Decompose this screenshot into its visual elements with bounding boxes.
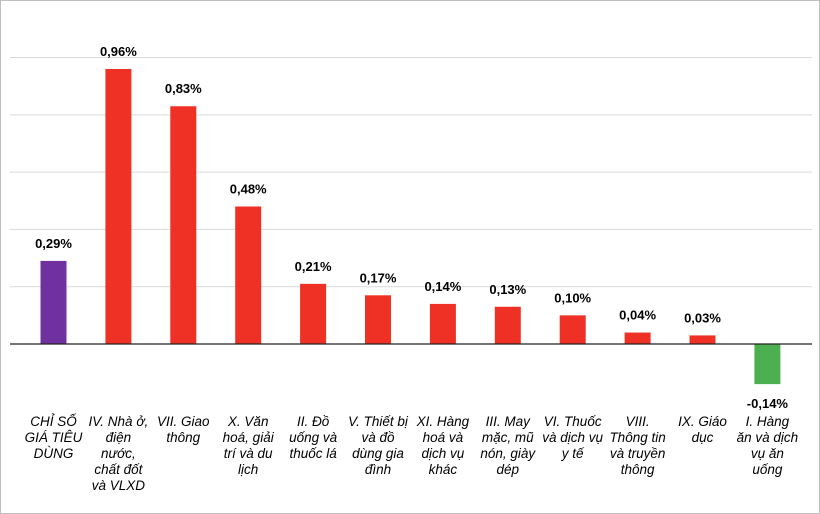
bar-3 [170, 106, 197, 344]
data-label-1: 0,29% [35, 236, 72, 251]
data-label-6: 0,17% [360, 270, 397, 285]
category-label-10: VIII. Thông tin và truyền thông [609, 414, 666, 477]
data-label-9: 0,10% [554, 290, 591, 305]
bar-4 [235, 206, 262, 344]
bar-1 [40, 260, 67, 344]
gridlines [10, 57, 812, 288]
category-label-3: VII. Giao thông [157, 414, 210, 445]
bar-10 [624, 332, 651, 344]
category-label-1: CHỈ SỐ GIÁ TIÊU DÙNG [24, 414, 83, 461]
bar-8 [494, 306, 521, 344]
bar-5 [300, 283, 327, 344]
data-label-4: 0,48% [230, 182, 267, 197]
bar-7 [429, 303, 456, 344]
data-labels: 0,29% 0,96% 0,83% 0,48% 0,21% 0,17% 0,14% 0,13%… [35, 44, 788, 411]
data-label-11: 0,03% [684, 310, 721, 325]
category-label-11: IX. Giáo dục [678, 414, 727, 445]
bars [40, 69, 781, 385]
data-label-2: 0,96% [100, 44, 137, 59]
bar-2 [105, 69, 132, 344]
data-label-12: -0,14% [747, 396, 789, 411]
data-label-8: 0,13% [489, 282, 526, 297]
category-label-12: I. Hàng ăn và dịch vụ ăn uống [736, 414, 799, 477]
category-label-2: IV. Nhà ở, điện nước, chất đốt và VLXD [88, 414, 149, 493]
data-label-3: 0,83% [165, 81, 202, 96]
category-label-5: II. Đồ uống và thuốc lá [289, 414, 338, 461]
data-label-7: 0,14% [424, 279, 461, 294]
category-label-9: VI. Thuốc và dịch vụ y tế [542, 414, 604, 461]
bar-12 [754, 344, 781, 385]
bar-6 [365, 295, 391, 344]
bar-9 [559, 315, 586, 344]
category-label-6: V. Thiết bị và đồ dùng gia đình [348, 414, 408, 477]
data-label-5: 0,21% [295, 259, 332, 274]
category-label-4: X. Văn hoá, giải trí và du lịch [222, 414, 274, 477]
category-label-8: III. May mặc, mũ nón, giày dép [480, 414, 536, 477]
category-label-7: XI. Hàng hoá và dịch vụ khác [416, 414, 470, 477]
bar-11 [689, 335, 716, 344]
data-label-10: 0,04% [619, 308, 656, 323]
